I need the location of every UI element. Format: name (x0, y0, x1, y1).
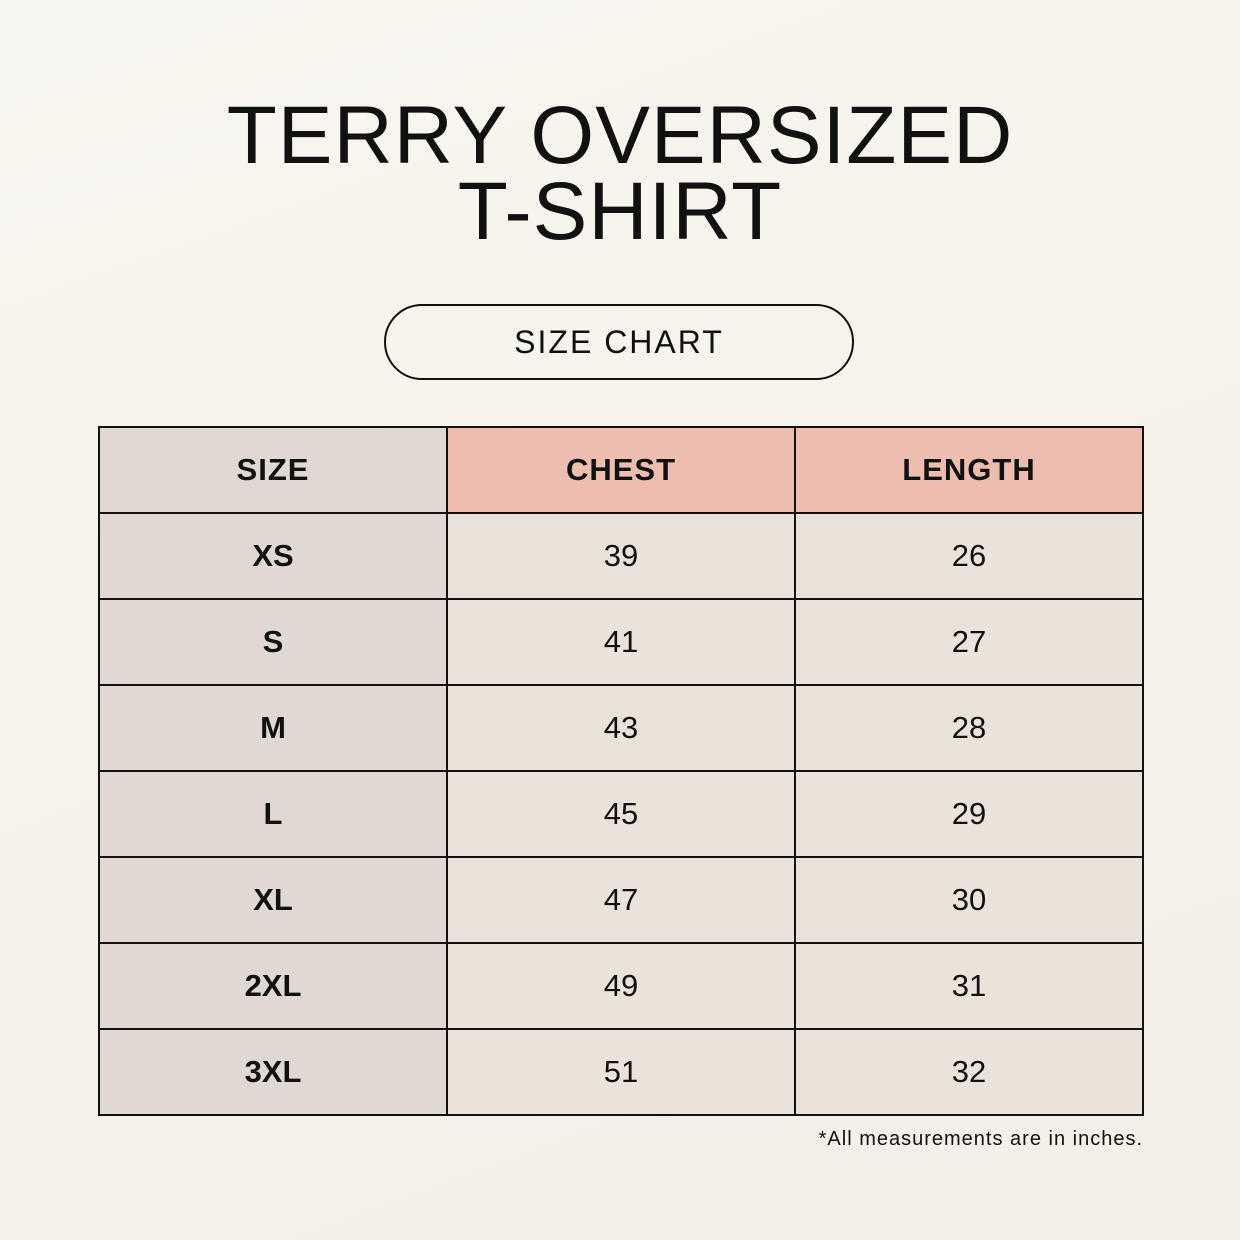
cell-chest: 41 (446, 598, 796, 686)
cell-size: XL (98, 856, 448, 944)
cell-size: 3XL (98, 1028, 448, 1116)
cell-chest: 45 (446, 770, 796, 858)
header-row: SIZE CHEST LENGTH (98, 426, 1144, 514)
title-line-1: TERRY OVERSIZED (226, 90, 1014, 181)
table-row: S 41 27 (98, 598, 1144, 686)
cell-length: 32 (794, 1028, 1144, 1116)
cell-chest: 49 (446, 942, 796, 1030)
table-row: 3XL 51 32 (98, 1028, 1144, 1116)
page-title: TERRY OVERSIZED T-SHIRT (0, 90, 1240, 257)
cell-chest: 43 (446, 684, 796, 772)
table-row: XS 39 26 (98, 512, 1144, 600)
cell-size: 2XL (98, 942, 448, 1030)
cell-length: 27 (794, 598, 1144, 686)
size-table: SIZE CHEST LENGTH XS 39 26 S 41 27 M 43 28 L 45 29 X… (98, 426, 1144, 1116)
cell-length: 30 (794, 856, 1144, 944)
cell-chest: 47 (446, 856, 796, 944)
cell-chest: 51 (446, 1028, 796, 1116)
measurement-note: *All measurements are in inches. (818, 1128, 1143, 1150)
cell-length: 26 (794, 512, 1144, 600)
table-row: 2XL 49 31 (98, 942, 1144, 1030)
cell-length: 31 (794, 942, 1144, 1030)
cell-chest: 39 (446, 512, 796, 600)
title-line-2: T-SHIRT (457, 166, 783, 257)
table-row: L 45 29 (98, 770, 1144, 858)
cell-length: 29 (794, 770, 1144, 858)
size-chart-label: SIZE CHART (384, 304, 854, 380)
table-row: XL 47 30 (98, 856, 1144, 944)
cell-size: S (98, 598, 448, 686)
cell-size: M (98, 684, 448, 772)
header-size: SIZE (98, 426, 448, 514)
cell-size: XS (98, 512, 448, 600)
table-row: M 43 28 (98, 684, 1144, 772)
header-length: LENGTH (794, 426, 1144, 514)
cell-size: L (98, 770, 448, 858)
header-chest: CHEST (446, 426, 796, 514)
cell-length: 28 (794, 684, 1144, 772)
